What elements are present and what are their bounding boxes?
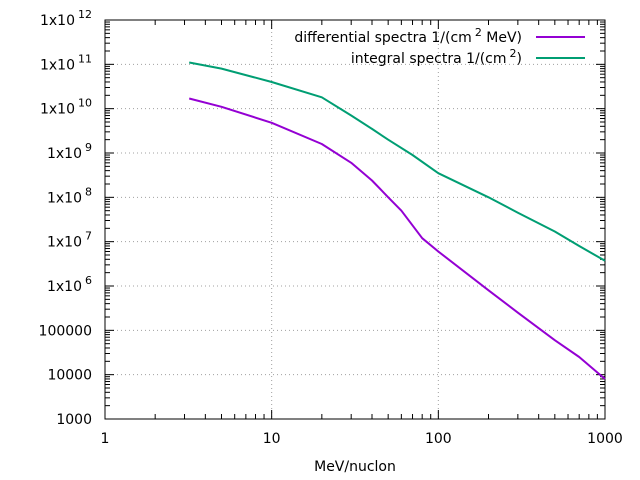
y-tick-label: 1x10 11 (40, 52, 92, 73)
legend: differential spectra 1/(cm 2 MeV)integral… (294, 26, 585, 67)
x-tick-label: 10 (263, 431, 281, 447)
legend-label-2: integral spectra 1/(cm 2) (351, 47, 522, 67)
y-tick-label: 1x10 8 (47, 185, 92, 206)
ticks: 1000 10000 100000 1x10 6 1x10 7 1x10 8 1x10 9 1x10 1… (39, 8, 623, 447)
x-axis-label: MeV/nuclon (314, 459, 396, 475)
y-tick-label: 1x10 7 (47, 230, 92, 251)
series-line-1 (188, 97, 606, 380)
y-tick-label: 1x10 9 (47, 141, 92, 162)
x-tick-label: 100 (425, 431, 452, 447)
grid (105, 20, 605, 419)
series-lines (188, 61, 606, 380)
y-tick-label: 100000 (39, 323, 92, 339)
legend-label-1: differential spectra 1/(cm 2 MeV) (294, 26, 522, 46)
series-line-2 (189, 61, 606, 262)
plot-frame (104, 19, 606, 420)
y-tick-label: 1000 (56, 412, 92, 428)
y-tick-label: 1x10 6 (47, 274, 92, 295)
x-tick-label: 1 (101, 431, 110, 447)
x-tick-label: 1000 (587, 431, 623, 447)
y-tick-label: 10000 (47, 368, 92, 384)
y-tick-label: 1x10 12 (40, 8, 92, 29)
y-tick-label: 1x10 10 (40, 97, 92, 118)
